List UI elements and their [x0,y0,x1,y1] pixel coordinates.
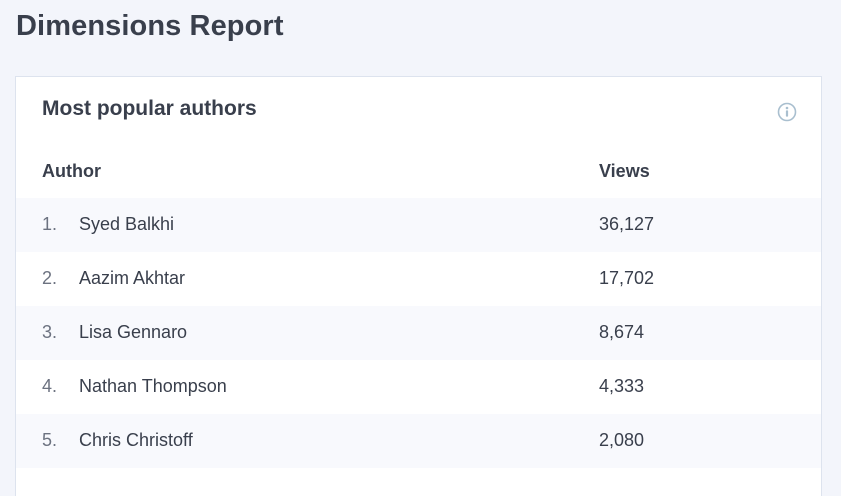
views-column-header: Views [599,161,650,181]
card-title: Most popular authors [42,97,257,120]
authors-table-body: 1. Syed Balkhi 36,127 2. Aazim Akhtar 17… [16,198,821,468]
rank-number: 4. [42,376,58,396]
author-column-header: Author [42,161,101,181]
view-count: 36,127 [599,214,655,234]
table-row: 1. Syed Balkhi 36,127 [16,198,821,252]
view-count: 2,080 [599,430,645,450]
table-row: 4. Nathan Thompson 4,333 [16,360,821,414]
rank-number: 5. [42,430,58,450]
author-name: Syed Balkhi [79,214,175,234]
most-popular-authors-card: Most popular authors Author Views 1. Sye… [15,76,822,496]
view-count: 8,674 [599,322,645,342]
author-name: Nathan Thompson [79,376,227,396]
table-row: 5. Chris Christoff 2,080 [16,414,821,468]
table-row: 3. Lisa Gennaro 8,674 [16,306,821,360]
view-count: 4,333 [599,376,645,396]
view-count: 17,702 [599,268,655,288]
info-icon[interactable] [777,102,797,122]
rank-number: 2. [42,268,58,288]
rank-number: 1. [42,214,58,234]
rank-number: 3. [42,322,58,342]
table-header: Author Views [16,153,821,195]
page-title: Dimensions Report [16,10,284,42]
author-name: Lisa Gennaro [79,322,188,342]
author-name: Chris Christoff [79,430,193,450]
table-row: 2. Aazim Akhtar 17,702 [16,252,821,306]
author-name: Aazim Akhtar [79,268,186,288]
